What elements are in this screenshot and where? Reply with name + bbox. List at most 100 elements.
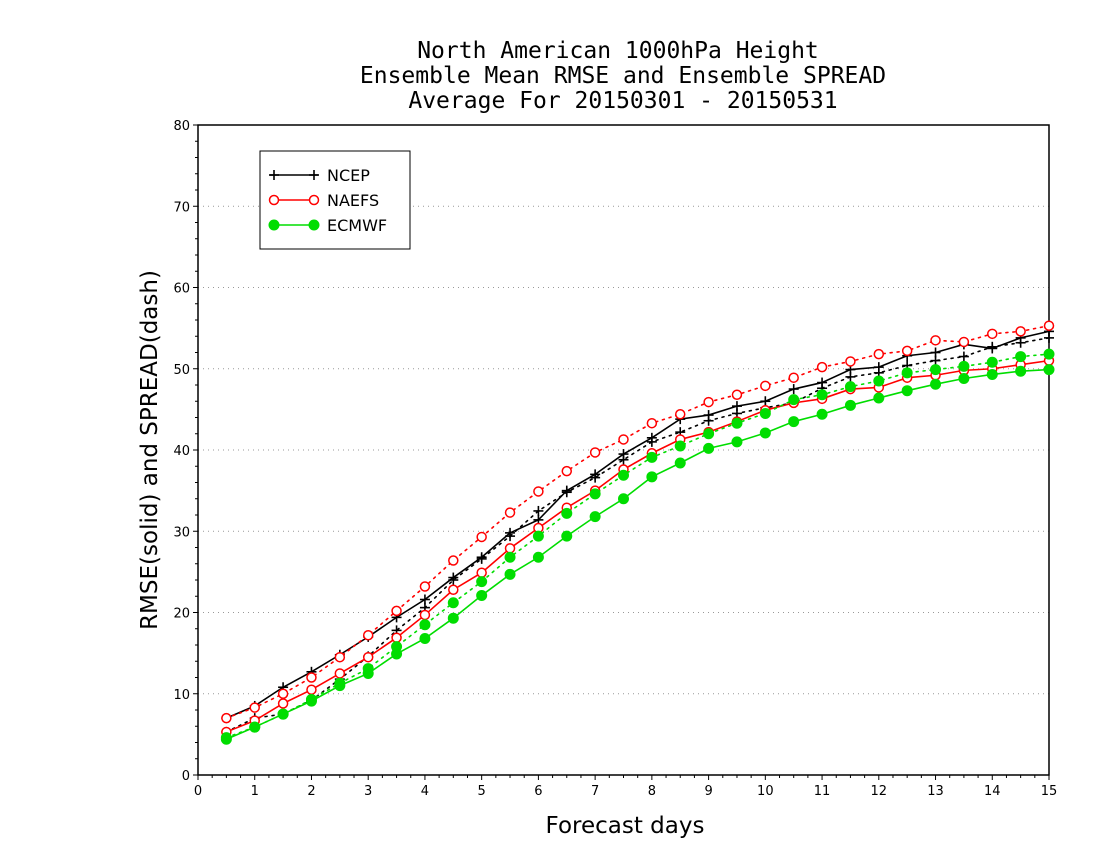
spread-point-ncep: [958, 351, 969, 362]
spread-point-naefs: [930, 335, 941, 346]
spread-line-naefs: [225, 324, 1050, 719]
legend-marker-ecmwf: [268, 219, 280, 231]
rmse-point-ecmwf: [561, 530, 573, 542]
rmse-point-ecmwf: [873, 392, 885, 404]
rmse-point-ecmwf: [220, 733, 232, 745]
rmse-point-ecmwf: [759, 427, 771, 439]
x-tick-label: 2: [307, 784, 315, 799]
spread-point-naefs: [873, 348, 885, 360]
rmse-point-ecmwf: [589, 511, 601, 523]
spread-point-naefs: [249, 702, 260, 713]
x-tick-label: 14: [984, 784, 1001, 799]
spread-point-naefs: [334, 651, 346, 663]
legend-label-ncep: NCEP: [327, 166, 370, 185]
y-tick-label: 60: [173, 282, 190, 297]
rmse-point-ncep: [561, 485, 572, 496]
spread-point-ecmwf: [646, 451, 658, 463]
legend-item-ncep: NCEP: [269, 166, 370, 185]
spread-point-naefs: [646, 417, 658, 429]
spread-point-naefs: [788, 372, 799, 383]
rmse-line-ecmwf: [226, 368, 1050, 740]
rmse-point-ecmwf: [618, 493, 629, 505]
rmse-point-ncep: [930, 347, 941, 358]
spread-point-naefs: [533, 486, 544, 497]
spread-point-naefs: [306, 672, 317, 683]
x-tick-label: 9: [704, 784, 712, 799]
rmse-line-ncep: [226, 330, 1050, 719]
spread-point-naefs: [419, 581, 431, 592]
rmse-point-naefs: [277, 698, 289, 709]
legend-marker-ncep: [309, 170, 319, 180]
rmse-point-ncep: [476, 552, 487, 563]
rmse-point-ecmwf: [788, 416, 800, 428]
spread-point-naefs: [731, 389, 743, 400]
x-tick-label: 15: [1041, 784, 1058, 799]
rmse-point-ecmwf: [986, 368, 998, 380]
rmse-point-ecmwf: [703, 442, 715, 454]
spread-point-ecmwf: [901, 367, 913, 379]
rmse-point-naefs: [504, 543, 516, 554]
spread-point-ncep: [533, 505, 544, 516]
rmse-point-ecmwf: [447, 612, 459, 624]
spread-point-ecmwf: [873, 375, 885, 387]
spread-point-naefs: [1043, 320, 1055, 331]
spread-point-ecmwf: [1015, 351, 1027, 363]
x-tick-label: 0: [194, 784, 202, 799]
rmse-point-ecmwf: [362, 667, 374, 679]
rmse-point-ecmwf: [305, 695, 317, 707]
rmse-point-ecmwf: [901, 385, 913, 397]
rmse-point-ecmwf: [504, 568, 516, 580]
spread-point-ecmwf: [731, 417, 743, 429]
rmse-point-ncep: [646, 432, 657, 443]
series-group: [220, 320, 1055, 745]
rmse-point-ncep: [788, 384, 799, 395]
y-tick-label: 10: [173, 688, 190, 703]
spread-point-ecmwf: [561, 507, 573, 519]
legend-marker-naefs: [308, 194, 320, 206]
spread-point-ecmwf: [844, 381, 856, 393]
spread-point-naefs: [845, 356, 856, 367]
rmse-point-ncep: [505, 527, 516, 538]
spread-line-ecmwf: [225, 353, 1050, 739]
rmse-point-ncep: [590, 469, 601, 480]
rmse-point-ecmwf: [958, 373, 970, 384]
x-tick-label: 12: [871, 784, 888, 799]
rmse-point-ncep: [419, 594, 430, 605]
rmse-point-ncep: [817, 377, 828, 388]
x-tick-label: 5: [478, 784, 486, 799]
rmse-point-ecmwf: [419, 633, 431, 644]
rmse-point-ncep: [873, 362, 884, 373]
rmse-point-ecmwf: [674, 457, 686, 469]
x-tick-label: 3: [364, 784, 372, 799]
x-tick-label: 11: [814, 784, 831, 799]
spread-point-ecmwf: [703, 428, 715, 440]
series-ecmwf: [220, 348, 1055, 745]
rmse-point-ncep: [618, 449, 629, 460]
spread-point-naefs: [618, 434, 629, 445]
legend-label-naefs: NAEFS: [327, 191, 379, 210]
rmse-point-naefs: [362, 651, 374, 663]
spread-point-ecmwf: [504, 551, 516, 563]
spread-point-ecmwf: [788, 394, 800, 406]
spread-line-ncep: [225, 337, 1050, 733]
spread-point-naefs: [561, 465, 573, 477]
x-tick-label: 6: [534, 784, 542, 799]
rmse-point-ncep: [760, 396, 771, 407]
spread-point-naefs: [221, 712, 232, 724]
spread-point-naefs: [589, 447, 601, 458]
chart-title-line-3: Average For 20150301 - 20150531: [408, 88, 837, 114]
spread-point-ecmwf: [618, 469, 629, 481]
spread-point-ecmwf: [447, 597, 459, 609]
spread-point-ecmwf: [419, 619, 431, 631]
spread-point-naefs: [476, 531, 487, 543]
spread-point-ecmwf: [986, 356, 998, 368]
spread-point-ecmwf: [1043, 348, 1055, 360]
rmse-point-ecmwf: [476, 589, 488, 601]
spread-point-ecmwf: [930, 364, 942, 376]
series-ncep: [221, 326, 1054, 737]
legend-marker-naefs: [268, 194, 280, 206]
rmse-point-naefs: [419, 609, 431, 621]
spread-point-ecmwf: [759, 407, 771, 419]
spread-point-naefs: [674, 409, 686, 420]
